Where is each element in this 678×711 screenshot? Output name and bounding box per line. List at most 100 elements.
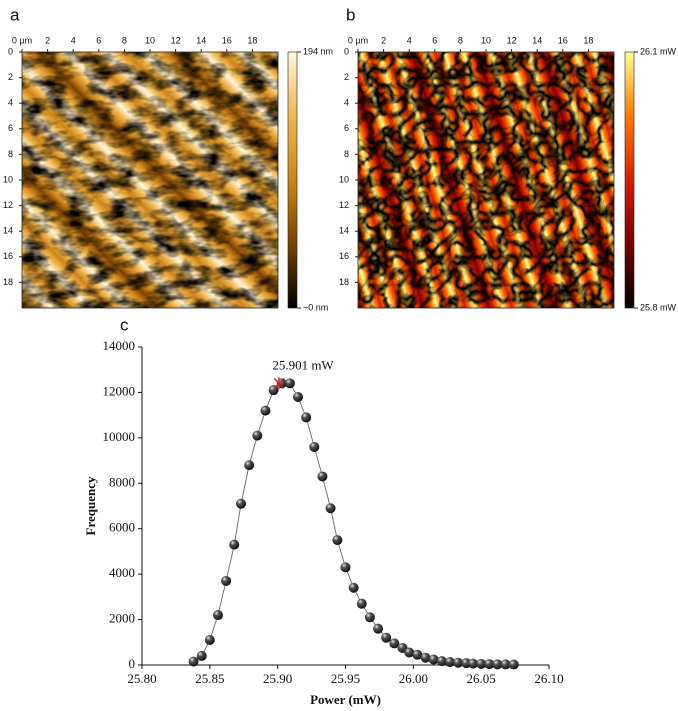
data-point — [236, 498, 247, 509]
data-point — [364, 612, 375, 623]
x-tick-label: 16 — [558, 35, 568, 45]
x-tick-label: 10 — [481, 35, 491, 45]
data-point — [428, 654, 439, 665]
x-tick-label: 4 — [407, 35, 412, 45]
data-point — [420, 652, 431, 663]
annotation-text: 25.901 mW — [272, 357, 334, 372]
data-point — [389, 638, 400, 649]
y-tick-label: 12 — [339, 200, 349, 210]
data-point — [284, 378, 295, 389]
y-tick-label: 0 — [344, 46, 349, 56]
data-point — [196, 650, 207, 661]
data-point — [212, 610, 223, 621]
x-tick-label: 16 — [222, 35, 232, 45]
data-point — [404, 647, 415, 658]
data-point — [476, 658, 487, 669]
panel-a: 0 µm 2 4 6 8 10 12 14 16 18 0 2 4 6 8 10 12 14 16 18 194 nm ~… — [3, 35, 333, 312]
x-tick-label: 8 — [458, 35, 463, 45]
data-point — [492, 659, 503, 670]
data-point — [317, 471, 328, 482]
y-tick-label: 6000 — [109, 520, 135, 535]
data-point — [309, 441, 320, 452]
x-tick-label: 10 — [145, 35, 155, 45]
annotation-marker — [273, 377, 285, 390]
colorbar — [287, 51, 298, 309]
data-point — [348, 582, 359, 593]
data-point — [356, 598, 367, 609]
data-line — [193, 382, 514, 665]
y-tick-label: 2000 — [109, 611, 135, 626]
x-tick-label: 25.95 — [331, 671, 360, 686]
y-tick-label: 4 — [8, 98, 13, 108]
y-tick-label: 10000 — [103, 429, 136, 444]
data-point — [412, 649, 423, 660]
y-axis-title: Frequency — [83, 476, 98, 535]
data-point — [252, 430, 263, 441]
panel-b: 0 µm 2 4 6 8 10 12 14 16 18 0 2 4 6 8 10 12 14 16 18 26.1 mW… — [339, 35, 677, 312]
x-tick-label: 0 µm — [348, 35, 368, 45]
panel-c: 0 2000 4000 6000 8000 10000 12000 14000 25.80 25.… — [83, 338, 564, 707]
x-tick-label: 26.10 — [534, 671, 563, 686]
y-tick-label: 4 — [344, 98, 349, 108]
x-tick-label: 14 — [196, 35, 206, 45]
panel-label: c — [120, 315, 129, 334]
y-tick-label: 8 — [344, 149, 349, 159]
data-point — [484, 659, 495, 670]
y-tick-label: 0 — [129, 656, 136, 671]
data-point — [468, 658, 479, 669]
x-tick-label: 8 — [122, 35, 127, 45]
data-point — [204, 635, 215, 646]
data-point — [325, 503, 336, 514]
colorbar — [624, 51, 635, 309]
x-tick-label: 6 — [96, 35, 101, 45]
data-point — [500, 659, 511, 670]
data-point — [444, 657, 455, 668]
y-tick-label: 18 — [339, 277, 349, 287]
y-tick-label: 12000 — [103, 383, 136, 398]
x-tick-label: 14 — [532, 35, 542, 45]
data-point — [188, 656, 199, 667]
y-tick-label: 6 — [344, 123, 349, 133]
map-texture — [358, 52, 614, 308]
x-tick-label: 0 µm — [12, 35, 32, 45]
y-tick-label: 10 — [339, 174, 349, 184]
y-tick-label: 14000 — [103, 338, 136, 353]
data-point — [340, 562, 351, 573]
y-tick-label: 10 — [3, 174, 13, 184]
y-tick-label: 14 — [339, 226, 349, 236]
y-tick-label: 8 — [8, 149, 13, 159]
colorbar-label: 26.1 mW — [640, 46, 677, 56]
data-point — [508, 659, 519, 670]
map-texture — [22, 52, 278, 308]
x-tick-label: 25.90 — [263, 671, 292, 686]
data-point — [293, 391, 304, 402]
x-tick-label: 18 — [583, 35, 593, 45]
x-tick-label: 25.80 — [127, 671, 156, 686]
x-tick-label: 18 — [247, 35, 257, 45]
y-tick-label: 8000 — [109, 474, 135, 489]
data-point — [221, 575, 232, 586]
x-tick-label: 25.85 — [195, 671, 224, 686]
x-tick-label: 12 — [171, 35, 181, 45]
x-tick-label: 26.05 — [467, 671, 496, 686]
y-tick-label: 2 — [8, 72, 13, 82]
y-tick-label: 2 — [344, 72, 349, 82]
data-point — [260, 405, 271, 416]
y-tick-label: 0 — [8, 46, 13, 56]
data-point — [268, 385, 279, 396]
x-tick-label: 2 — [381, 35, 386, 45]
data-point — [453, 657, 464, 668]
x-tick-label: 26.00 — [399, 671, 428, 686]
colorbar-label: ~0 nm — [303, 302, 328, 312]
y-tick-label: 4000 — [109, 565, 135, 580]
colorbar-label: 25.8 mW — [640, 302, 677, 312]
data-point — [229, 539, 240, 550]
y-tick-label: 18 — [3, 277, 13, 287]
data-point — [244, 460, 255, 471]
y-tick-label: 6 — [8, 123, 13, 133]
x-tick-label: 2 — [45, 35, 50, 45]
x-axis-title: Power (mW) — [310, 692, 381, 707]
y-tick-label: 12 — [3, 200, 13, 210]
data-point — [301, 412, 312, 423]
